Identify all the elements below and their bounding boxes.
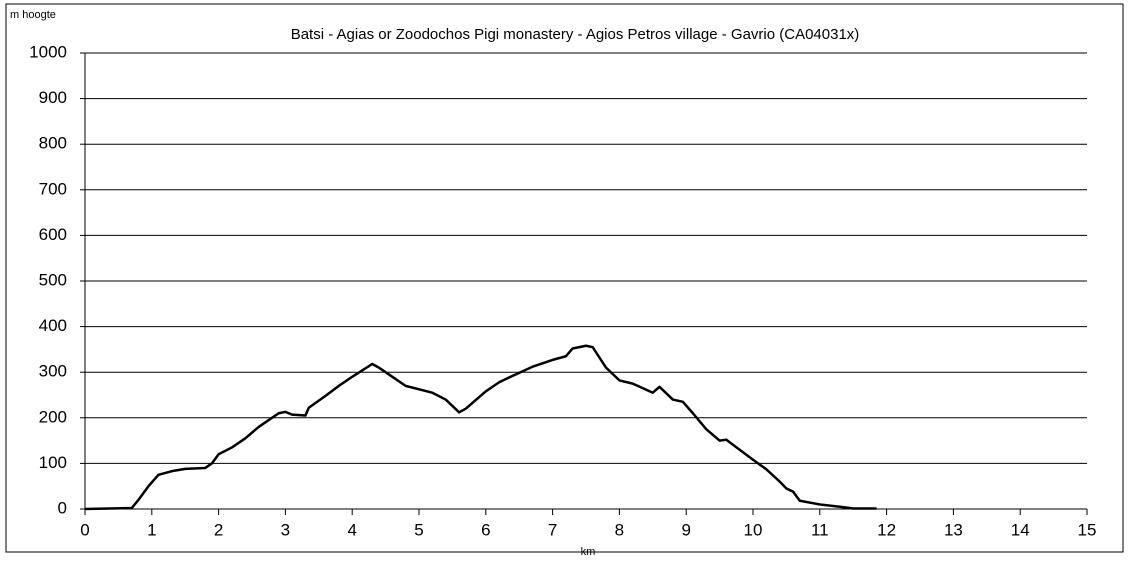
x-tick-label: 12 xyxy=(877,520,896,539)
y-tick-label: 800 xyxy=(39,134,67,153)
x-tick-label: 11 xyxy=(811,520,829,539)
y-axis-label: m hoogte xyxy=(10,9,56,21)
x-tick-label: 5 xyxy=(414,520,423,539)
x-tick-label: 10 xyxy=(744,520,763,539)
x-axis-label: km xyxy=(581,546,596,558)
y-tick-label: 200 xyxy=(39,407,67,426)
x-tick-label: 8 xyxy=(615,520,624,539)
y-tick-label: 1000 xyxy=(29,42,67,61)
chart-title: Batsi - Agias or Zoodochos Pigi monaster… xyxy=(291,26,860,43)
y-tick-label: 600 xyxy=(39,225,67,244)
x-tick-label: 3 xyxy=(281,520,290,539)
x-tick-label: 2 xyxy=(214,520,223,539)
y-tick-label: 0 xyxy=(58,498,67,517)
elevation-line xyxy=(84,344,877,511)
y-tick-label: 100 xyxy=(39,453,67,472)
x-tick-label: 13 xyxy=(944,520,963,539)
x-tick-label: 15 xyxy=(1078,520,1097,539)
y-tick-label: 300 xyxy=(39,362,67,381)
y-tick-label: 900 xyxy=(39,88,67,107)
x-tick-label: 0 xyxy=(80,520,89,539)
x-tick-label: 4 xyxy=(347,520,356,539)
chart-frame xyxy=(5,3,1124,553)
x-tick-label: 14 xyxy=(1011,520,1030,539)
y-tick-label: 400 xyxy=(39,316,67,335)
x-tick-label: 6 xyxy=(481,520,490,539)
x-tick-label: 1 xyxy=(147,520,156,539)
y-tick-label: 500 xyxy=(39,270,67,289)
x-tick-label: 7 xyxy=(548,520,557,539)
x-tick-label: 9 xyxy=(681,520,690,539)
y-tick-label: 700 xyxy=(39,179,67,198)
